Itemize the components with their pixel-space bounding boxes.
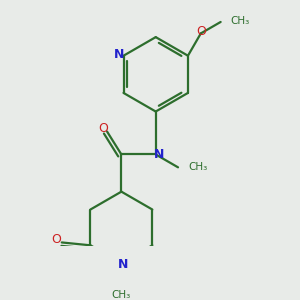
Text: N: N (118, 258, 128, 271)
Text: N: N (153, 148, 164, 161)
Text: O: O (196, 25, 206, 38)
Text: N: N (114, 48, 124, 61)
Text: O: O (98, 122, 108, 135)
Text: CH₃: CH₃ (231, 16, 250, 26)
Text: O: O (51, 233, 61, 246)
Text: CH₃: CH₃ (188, 162, 207, 172)
Text: CH₃: CH₃ (112, 290, 131, 300)
